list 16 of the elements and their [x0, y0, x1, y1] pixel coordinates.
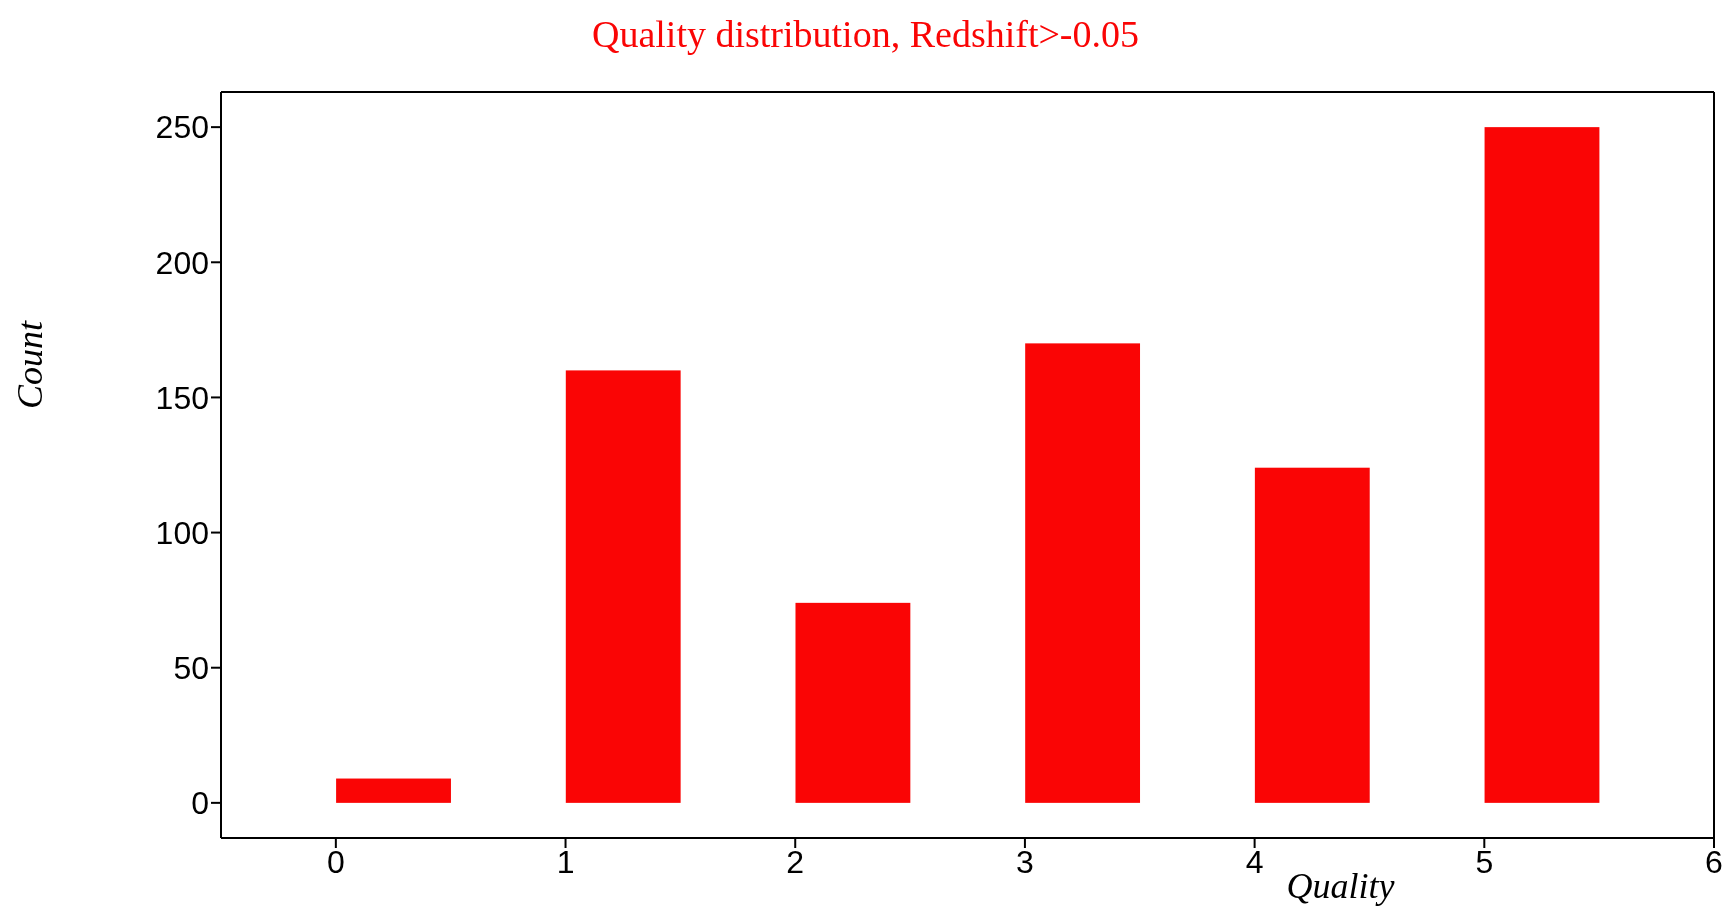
y-tick-label: 0 [191, 785, 209, 822]
y-tick-label: 50 [173, 650, 209, 687]
x-tick-label: 1 [556, 843, 575, 880]
x-tick-label: 6 [1705, 843, 1723, 880]
y-tick-label: 150 [155, 379, 209, 416]
x-tick-label: 3 [1016, 843, 1034, 880]
y-tick-label: 200 [155, 244, 209, 281]
x-tick-label: 4 [1245, 843, 1264, 880]
x-tick-label: 0 [326, 843, 345, 880]
x-tick-label: 2 [786, 843, 805, 880]
y-tick-label: 250 [155, 109, 209, 146]
y-tick-label: 100 [155, 514, 209, 551]
y-axis-title: Count [9, 320, 50, 410]
x-tick-label: 5 [1475, 843, 1494, 880]
chart-title: Quality distribution, Redshift>-0.05 [590, 12, 1141, 56]
x-axis-title: Quality [1286, 866, 1395, 906]
